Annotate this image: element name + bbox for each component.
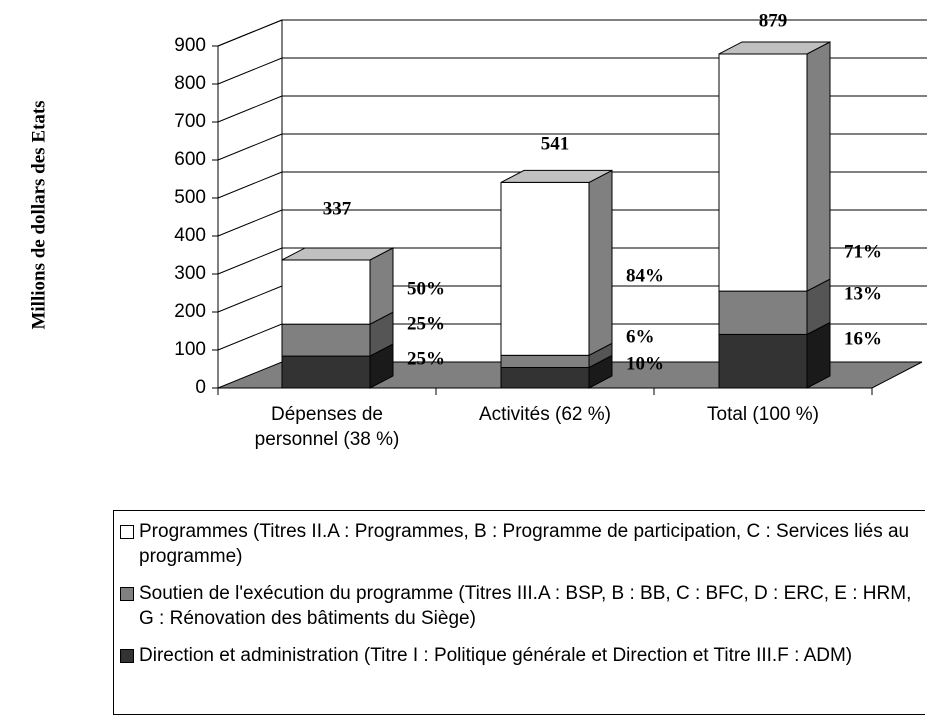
x-tick-label: Activités (62 %) <box>479 404 611 425</box>
x-tick-label: Total (100 %) <box>707 404 819 425</box>
grid-line <box>217 133 283 161</box>
grid-line <box>217 19 283 47</box>
bar-segment <box>718 53 808 292</box>
y-tick-label: 500 <box>174 187 206 208</box>
percent-label: 50% <box>407 278 445 299</box>
bar-segment <box>500 181 590 356</box>
bar-top <box>281 247 394 261</box>
bar-top <box>500 169 613 183</box>
bar-segment <box>281 323 371 357</box>
y-tick-label: 200 <box>174 301 206 322</box>
y-tick-label: 700 <box>174 111 206 132</box>
grid-line <box>217 209 283 237</box>
percent-label: 16% <box>844 328 882 349</box>
bar-segment <box>500 354 590 368</box>
x-tick-label: Dépenses de personnel (38 %) <box>254 404 400 450</box>
percent-label: 25% <box>407 313 445 334</box>
y-tick-label: 300 <box>174 263 206 284</box>
bar-segment <box>718 333 808 389</box>
grid-line <box>217 323 283 351</box>
bar-segment <box>281 259 371 325</box>
total-label: 879 <box>759 10 788 31</box>
legend-swatch <box>120 587 134 601</box>
percent-label: 10% <box>626 353 664 374</box>
y-tick-label: 0 <box>195 377 206 398</box>
bar-segment <box>281 355 371 389</box>
percent-label: 71% <box>844 241 882 262</box>
percent-label: 25% <box>407 348 445 369</box>
legend: Programmes (Titres II.A : Programmes, B … <box>113 510 925 715</box>
percent-label: 84% <box>626 265 664 286</box>
y-axis-label: Millions de dollars des Etats <box>28 100 49 329</box>
y-tick-label: 600 <box>174 149 206 170</box>
grid-line <box>217 285 283 313</box>
y-tick-label: 100 <box>174 339 206 360</box>
legend-swatch <box>120 649 134 663</box>
bar-side <box>806 41 831 292</box>
grid-line <box>217 57 283 85</box>
legend-label: Direction et administration (Titre I : P… <box>139 645 853 666</box>
grid-line <box>217 247 283 275</box>
grid-line <box>217 95 283 123</box>
legend-label: Soutien de l'exécution du programme (Tit… <box>139 583 912 629</box>
grid-line <box>217 171 283 199</box>
bar-side <box>588 169 613 357</box>
total-label: 337 <box>323 198 352 219</box>
bar-segment <box>500 366 590 389</box>
legend-label: Programmes (Titres II.A : Programmes, B … <box>139 521 910 567</box>
total-label: 541 <box>541 133 570 154</box>
legend-swatch <box>120 525 134 539</box>
y-tick-label: 900 <box>174 35 206 56</box>
bar-segment <box>718 290 808 335</box>
bar-side <box>369 247 394 325</box>
percent-label: 13% <box>844 283 882 304</box>
legend-item: Direction et administration (Titre I : P… <box>120 643 925 668</box>
y-tick-label: 800 <box>174 73 206 94</box>
y-tick-label: 400 <box>174 225 206 246</box>
legend-item: Soutien de l'exécution du programme (Tit… <box>120 581 925 631</box>
bar-top <box>718 41 831 55</box>
percent-label: 6% <box>626 326 655 347</box>
legend-item: Programmes (Titres II.A : Programmes, B … <box>120 519 925 569</box>
